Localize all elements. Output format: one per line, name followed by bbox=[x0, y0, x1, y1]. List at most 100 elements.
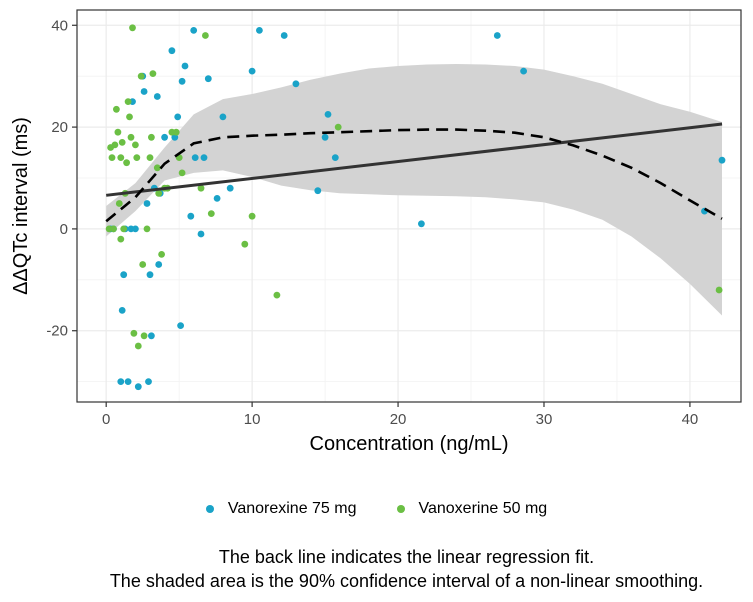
point-series-0 bbox=[321, 133, 329, 141]
point-series-0 bbox=[143, 200, 151, 207]
data-points bbox=[105, 24, 726, 391]
point-series-1 bbox=[126, 113, 133, 121]
point-series-1 bbox=[123, 159, 130, 167]
point-series-0 bbox=[124, 378, 132, 385]
point-series-1 bbox=[241, 240, 249, 248]
point-series-0 bbox=[324, 111, 332, 118]
point-series-0 bbox=[118, 307, 126, 314]
point-series-0 bbox=[120, 271, 128, 279]
y-tick-label: 40 bbox=[51, 17, 68, 34]
plot-border bbox=[76, 9, 742, 403]
point-series-1 bbox=[715, 286, 723, 294]
point-series-1 bbox=[133, 154, 141, 162]
point-series-1 bbox=[124, 98, 132, 105]
y-tick-label: -20 bbox=[46, 323, 68, 340]
x-tick-label: 30 bbox=[536, 411, 553, 428]
point-series-1 bbox=[139, 261, 147, 268]
legend-item-vanoxerine: Vanoxerine 50 mg bbox=[396, 500, 548, 518]
point-series-0 bbox=[146, 271, 154, 279]
point-series-0 bbox=[200, 154, 208, 162]
point-series-1 bbox=[153, 164, 161, 172]
point-series-0 bbox=[153, 93, 161, 100]
point-series-1 bbox=[248, 212, 256, 220]
point-series-1 bbox=[113, 105, 120, 113]
point-series-0 bbox=[248, 67, 256, 75]
legend-item-vanorexine: Vanorexine 75 mg bbox=[205, 500, 357, 518]
point-series-0 bbox=[134, 383, 142, 391]
point-series-1 bbox=[120, 225, 128, 233]
point-series-0 bbox=[181, 62, 189, 70]
point-series-1 bbox=[146, 154, 154, 162]
point-series-0 bbox=[280, 32, 288, 39]
y-tick-label: 20 bbox=[51, 119, 68, 136]
point-series-0 bbox=[219, 113, 227, 121]
point-series-0 bbox=[117, 378, 125, 385]
x-tick-label: 20 bbox=[390, 411, 407, 428]
point-series-1 bbox=[110, 225, 117, 233]
point-series-1 bbox=[207, 210, 215, 218]
point-series-0 bbox=[168, 47, 176, 55]
point-series-0 bbox=[256, 27, 263, 34]
point-series-0 bbox=[197, 230, 205, 238]
point-series-0 bbox=[178, 77, 186, 85]
point-series-1 bbox=[158, 251, 166, 258]
point-series-1 bbox=[140, 332, 148, 340]
point-series-1 bbox=[118, 139, 126, 146]
point-series-1 bbox=[143, 225, 151, 233]
point-series-1 bbox=[202, 32, 209, 39]
point-series-0 bbox=[204, 75, 212, 83]
confidence-band bbox=[106, 64, 722, 316]
x-axis-title: Concentration (ng/mL) bbox=[310, 433, 509, 455]
point-series-1 bbox=[334, 123, 342, 131]
x-tick-label: 0 bbox=[102, 411, 110, 428]
axis-ticks: 0 10 20 30 40 -20 0 20 40 bbox=[46, 17, 698, 428]
point-series-0 bbox=[213, 195, 221, 202]
point-series-1 bbox=[127, 133, 135, 141]
point-series-1 bbox=[149, 70, 157, 77]
point-series-1 bbox=[197, 184, 205, 192]
point-series-0 bbox=[493, 32, 501, 39]
point-series-0 bbox=[177, 322, 185, 329]
point-series-1 bbox=[155, 189, 163, 197]
y-tick-label: 0 bbox=[60, 221, 68, 238]
point-series-0 bbox=[132, 225, 139, 233]
point-series-1 bbox=[117, 235, 125, 243]
point-series-0 bbox=[418, 220, 425, 228]
point-series-0 bbox=[145, 378, 152, 385]
linear-regression-line bbox=[106, 122, 723, 197]
point-series-0 bbox=[187, 212, 195, 220]
point-series-0 bbox=[520, 67, 527, 75]
point-series-0 bbox=[171, 133, 179, 141]
point-series-0 bbox=[226, 184, 234, 192]
point-series-1 bbox=[115, 200, 123, 207]
point-series-0 bbox=[190, 27, 198, 34]
point-series-1 bbox=[137, 72, 145, 80]
point-series-1 bbox=[134, 342, 142, 350]
legend-marker bbox=[205, 505, 214, 513]
point-series-1 bbox=[111, 141, 119, 149]
point-series-1 bbox=[114, 128, 122, 136]
legend-label: Vanoxerine 50 mg bbox=[418, 500, 548, 517]
point-series-1 bbox=[132, 141, 139, 149]
point-series-0 bbox=[331, 154, 339, 162]
point-series-0 bbox=[148, 332, 155, 340]
point-series-0 bbox=[140, 88, 148, 95]
point-series-0 bbox=[292, 80, 300, 88]
point-series-0 bbox=[155, 261, 163, 268]
point-series-0 bbox=[718, 156, 726, 164]
point-series-0 bbox=[191, 154, 199, 162]
point-series-1 bbox=[108, 154, 116, 162]
point-series-0 bbox=[161, 133, 169, 141]
legend: Vanorexine 75 mg Vanoxerine 50 mg bbox=[0, 497, 753, 521]
caption-line-2: The shaded area is the 90% confidence in… bbox=[109, 571, 704, 591]
point-series-0 bbox=[314, 187, 322, 195]
point-series-1 bbox=[117, 154, 125, 162]
caption-line-1: The back line indicates the linear regre… bbox=[218, 547, 595, 567]
point-series-1 bbox=[178, 169, 186, 177]
point-series-1 bbox=[130, 329, 138, 337]
legend-label: Vanorexine 75 mg bbox=[227, 500, 357, 517]
point-series-0 bbox=[174, 113, 182, 121]
legend-marker bbox=[396, 505, 405, 513]
x-tick-label: 10 bbox=[244, 411, 261, 428]
